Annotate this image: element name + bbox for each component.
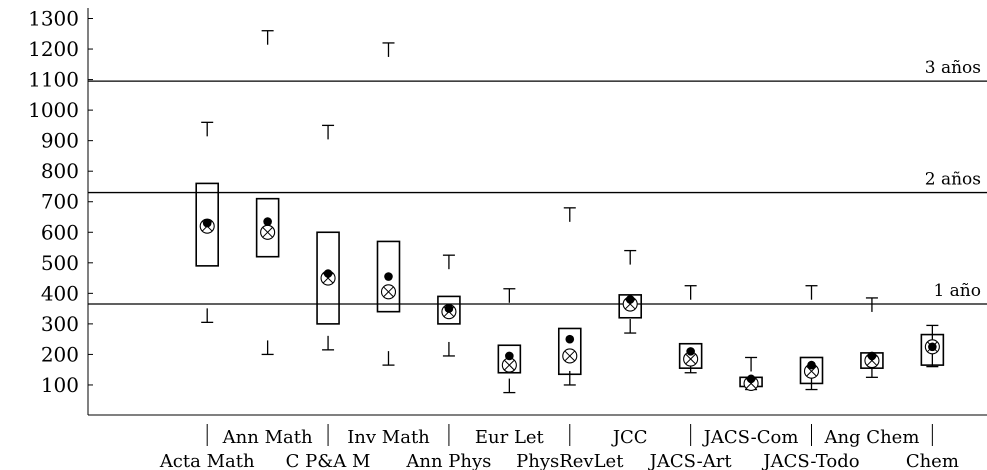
category-label: Chem <box>906 451 959 470</box>
box-11 <box>799 285 824 391</box>
box-body <box>316 231 340 325</box>
mean-dot <box>686 347 695 356</box>
box-8 <box>618 249 643 334</box>
box-body <box>678 342 703 369</box>
box-body <box>437 295 461 325</box>
y-tick-label: 600 <box>41 220 79 244</box>
category-label: JACS-Todo <box>761 451 859 470</box>
median-marker-cross <box>685 353 696 365</box>
category-label: PhysRevLet <box>516 451 624 470</box>
category-label: Ann Phys <box>405 451 491 470</box>
mean-dot <box>505 351 514 361</box>
mean-dot <box>625 295 635 304</box>
y-tick-label: 700 <box>41 190 79 214</box>
median-marker-cross <box>383 286 394 298</box>
box-7 <box>557 207 582 386</box>
category-label: Ang Chem <box>823 427 919 448</box>
y-tick-label: 1200 <box>28 37 79 61</box>
mean-dot <box>807 360 816 370</box>
median-marker-cross <box>504 359 515 371</box>
mean-dot <box>263 217 272 226</box>
box-body <box>920 333 945 366</box>
category-label: JCC <box>611 427 648 448</box>
category-label: JACS-Art <box>648 451 733 470</box>
mean-dot <box>928 342 937 352</box>
box-2 <box>255 30 280 356</box>
y-tick-label: 300 <box>41 312 79 336</box>
y-tick-label: 1000 <box>28 98 79 122</box>
reference-lines: 1 año 2 años 3 años <box>88 58 987 305</box>
category-label: Ann Math <box>222 427 313 448</box>
y-tick-label: 1100 <box>28 68 79 92</box>
median-marker-cross <box>806 365 817 377</box>
y-tick-label: 200 <box>41 342 79 366</box>
mean-dot <box>867 351 877 361</box>
box-10 <box>739 356 763 391</box>
y-tick-label: 800 <box>41 159 79 183</box>
y-tick-label: 400 <box>41 281 79 305</box>
category-label: C P&A M <box>286 451 371 470</box>
box-12 <box>860 297 884 378</box>
box-body <box>618 294 643 319</box>
box-5 <box>437 254 461 357</box>
x-axis: Acta Math Ann Math C P&A M Inv Math Ann Phys… <box>88 414 987 470</box>
median-marker-cross <box>564 350 576 362</box>
box-13 <box>920 324 945 368</box>
box-1 <box>195 121 219 324</box>
mean-dot <box>746 374 756 384</box>
mean-dot <box>202 218 212 228</box>
boxes <box>195 30 945 394</box>
box-body <box>255 197 280 258</box>
mean-dot <box>384 272 393 281</box>
reference-line-label: 2 años <box>925 170 981 190</box>
box-3 <box>316 124 340 351</box>
box-body <box>195 182 219 267</box>
box-9 <box>678 285 703 374</box>
box-4 <box>376 42 401 366</box>
median-marker-cross <box>262 227 273 238</box>
box-6 <box>497 288 522 394</box>
box-body <box>557 327 582 376</box>
box-body <box>799 356 824 385</box>
y-tick-label: 1300 <box>28 7 79 31</box>
y-tick-label: 900 <box>41 129 79 153</box>
box-body <box>376 240 401 313</box>
y-axis: 100 200 300 400 500 600 700 800 900 1000 1100 1200 1… <box>28 7 93 415</box>
y-tick-label: 500 <box>41 251 79 275</box>
mean-dot <box>323 269 333 278</box>
category-label: JACS-Com <box>702 427 799 448</box>
category-label: Eur Let <box>475 427 545 448</box>
reference-line-label: 1 año <box>933 281 981 301</box>
y-tick-label: 100 <box>41 373 79 397</box>
category-label: Acta Math <box>159 451 255 470</box>
box-body <box>497 344 522 374</box>
mean-dot <box>565 334 575 344</box>
mean-dot <box>444 304 454 313</box>
reference-line-label: 3 años <box>925 58 981 78</box>
category-label: Inv Math <box>347 427 430 448</box>
